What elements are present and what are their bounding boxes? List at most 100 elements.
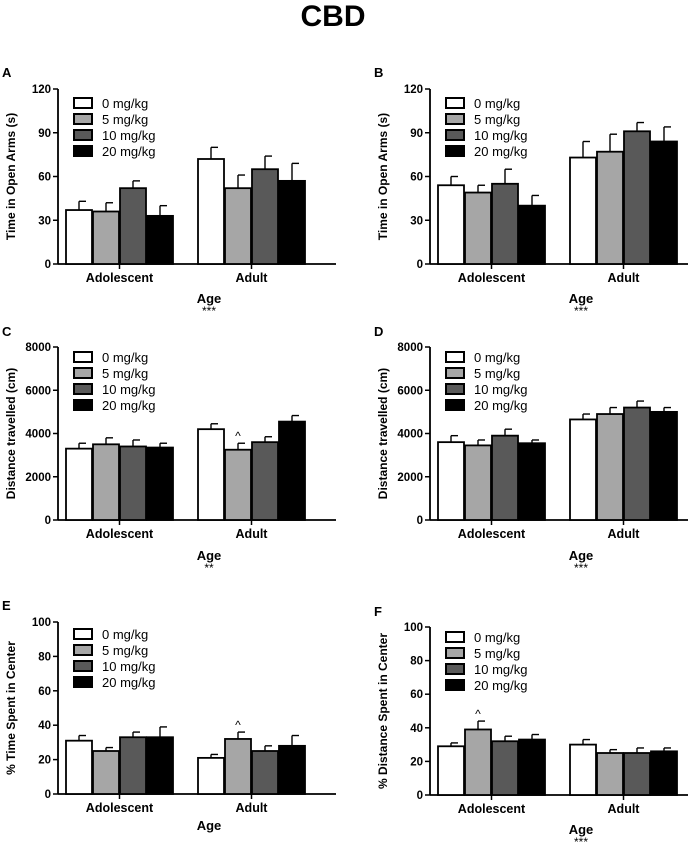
- legend-label: 10 mg/kg: [102, 659, 155, 674]
- y-axis-label: Time in Open Arms (s): [4, 113, 18, 240]
- x-category-label: Adult: [236, 527, 269, 541]
- panel-letter: F: [374, 604, 382, 619]
- legend-swatch: [73, 367, 93, 379]
- legend-swatch: [445, 399, 465, 411]
- x-axis-label: Age: [197, 291, 222, 306]
- bar: [596, 752, 624, 796]
- legend-swatch: [73, 399, 93, 411]
- age-significance: **: [204, 561, 214, 575]
- bar: [197, 428, 225, 521]
- y-axis-label: Distance travelled (cm): [4, 368, 18, 499]
- legend-label: 5 mg/kg: [474, 366, 520, 381]
- bar: [491, 434, 519, 521]
- bar: [650, 140, 678, 265]
- y-tick-label: 120: [32, 84, 51, 96]
- legend-swatch: [73, 129, 93, 141]
- legend-swatch: [73, 383, 93, 395]
- panel-a: A Time in Open Arms (s) 0 30 60 90 120 Adolesce…: [2, 65, 336, 318]
- x-category-label: Adult: [236, 801, 269, 815]
- bar: [251, 441, 279, 521]
- bar: [569, 418, 597, 521]
- bar: [224, 738, 252, 795]
- y-tick-label: 60: [410, 172, 423, 184]
- bar: [197, 756, 225, 795]
- legend-label: 0 mg/kg: [102, 96, 148, 111]
- y-tick-label: 2000: [397, 472, 423, 484]
- age-significance: ***: [574, 304, 588, 318]
- legend-swatch: [73, 113, 93, 125]
- bar: [623, 130, 651, 265]
- bar: [596, 150, 624, 265]
- y-tick-label: 8000: [25, 342, 51, 354]
- bar: [251, 750, 279, 795]
- bar: [464, 444, 492, 521]
- x-axis-label: Age: [197, 548, 222, 563]
- legend-label: 20 mg/kg: [474, 678, 527, 693]
- y-tick-label: 60: [38, 172, 51, 184]
- x-category-label: Adolescent: [86, 801, 154, 815]
- x-category-label: Adult: [608, 527, 641, 541]
- y-axis-label: % Distance Spent in Center: [376, 633, 390, 789]
- legend-label: 20 mg/kg: [102, 675, 155, 690]
- bar: [464, 728, 492, 796]
- legend-label: 5 mg/kg: [474, 646, 520, 661]
- legend-swatch: [73, 644, 93, 656]
- chart-panels: A Time in Open Arms (s) 0 30 60 90 120 Adolesce…: [2, 65, 688, 846]
- legend-swatch: [445, 97, 465, 109]
- bar: [224, 448, 252, 521]
- y-tick-label: 2000: [25, 472, 51, 484]
- legend-label: 10 mg/kg: [474, 382, 527, 397]
- panel-e: E % Time Spent in Center 0 20 40 60 80 100 Adole…: [2, 598, 336, 833]
- y-tick-label: 6000: [25, 385, 51, 397]
- legend-swatch: [445, 631, 465, 643]
- y-tick-label: 30: [38, 215, 51, 227]
- significance-caret: ^: [235, 718, 241, 732]
- x-category-label: Adolescent: [458, 802, 526, 816]
- panel-letter: A: [2, 65, 12, 80]
- panel-d: D Distance travelled (cm) 0 2000 4000 6000 800…: [374, 324, 688, 575]
- legend-label: 5 mg/kg: [474, 112, 520, 127]
- legend-swatch: [73, 97, 93, 109]
- y-axis-label: Distance travelled (cm): [376, 368, 390, 499]
- bar: [251, 168, 279, 265]
- legend-label: 5 mg/kg: [102, 366, 148, 381]
- bar: [518, 738, 546, 796]
- y-tick-label: 40: [410, 723, 423, 735]
- x-axis-label: Age: [569, 822, 594, 837]
- bar: [197, 158, 225, 265]
- legend-label: 20 mg/kg: [474, 144, 527, 159]
- panel-f: F % Distance Spent in Center 0 20 40 60 80 100 A…: [374, 604, 688, 846]
- x-axis-label: Age: [197, 818, 222, 833]
- y-tick-label: 80: [38, 651, 51, 663]
- bar: [437, 184, 465, 265]
- panel-letter: D: [374, 324, 383, 339]
- legend-label: 5 mg/kg: [102, 112, 148, 127]
- legend-swatch: [445, 367, 465, 379]
- y-axis-label: % Time Spent in Center: [4, 641, 18, 775]
- significance-caret: ^: [235, 429, 241, 443]
- x-axis-label: Age: [569, 548, 594, 563]
- legend-label: 20 mg/kg: [102, 398, 155, 413]
- y-tick-label: 40: [38, 720, 51, 732]
- legend-label: 10 mg/kg: [102, 382, 155, 397]
- legend-swatch: [445, 351, 465, 363]
- legend-swatch: [445, 647, 465, 659]
- legend-swatch: [445, 383, 465, 395]
- bar: [146, 736, 174, 795]
- y-tick-label: 6000: [397, 385, 423, 397]
- legend-label: 10 mg/kg: [474, 128, 527, 143]
- legend-label: 10 mg/kg: [102, 128, 155, 143]
- bar: [92, 750, 120, 795]
- bar: [569, 156, 597, 265]
- legend-label: 5 mg/kg: [102, 643, 148, 658]
- legend-label: 20 mg/kg: [102, 144, 155, 159]
- legend-swatch: [73, 676, 93, 688]
- y-tick-label: 4000: [25, 429, 51, 441]
- bar: [623, 406, 651, 521]
